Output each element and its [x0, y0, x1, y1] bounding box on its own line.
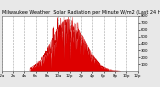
Text: Milwaukee Weather  Solar Radiation per Minute W/m2 (Last 24 Hours): Milwaukee Weather Solar Radiation per Mi…	[2, 10, 160, 15]
